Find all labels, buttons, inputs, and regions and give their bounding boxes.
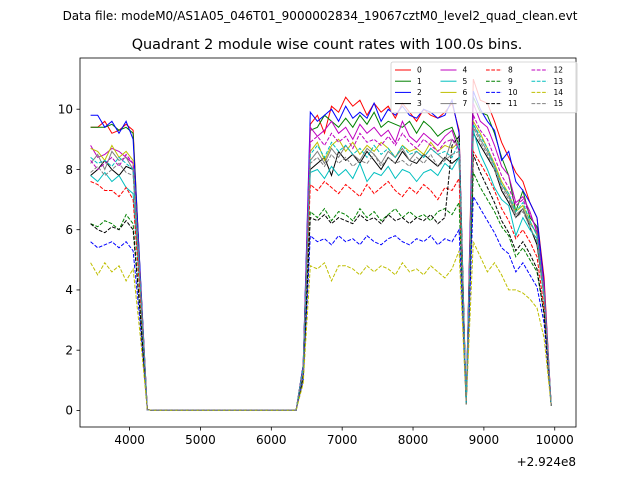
legend-label-11: 11: [508, 99, 518, 108]
series-line-3: [90, 131, 552, 411]
x-tick-label: 5000: [185, 433, 216, 447]
series-line-15: [90, 127, 552, 411]
series-line-12: [90, 114, 552, 411]
x-tick-label: 7000: [327, 433, 358, 447]
y-axis: 0 2 4 6 8 10: [58, 103, 80, 418]
chart-title: Quadrant 2 module wise count rates with …: [132, 37, 523, 53]
legend-label-13: 13: [554, 77, 564, 86]
legend-label-0: 0: [417, 66, 422, 75]
y-tick-label: 0: [65, 404, 73, 418]
x-axis-offset-label: +2.924e8: [517, 455, 576, 469]
series-line-9: [90, 172, 552, 411]
legend-label-12: 12: [554, 66, 564, 75]
legend-label-9: 9: [508, 77, 513, 86]
series-layer: [90, 78, 552, 411]
y-tick-label: 10: [58, 103, 73, 117]
legend-frame: [390, 61, 578, 114]
legend-label-5: 5: [463, 77, 468, 86]
y-tick-label: 2: [65, 343, 73, 357]
legend-label-14: 14: [554, 88, 564, 97]
y-tick-label: 8: [65, 163, 73, 177]
series-line-14: [90, 241, 552, 411]
figure-suptitle: Data file: modeM0/AS1A05_046T01_90000028…: [63, 9, 578, 23]
x-tick-label: 4000: [114, 433, 145, 447]
legend-label-3: 3: [417, 99, 422, 108]
series-line-7: [90, 124, 552, 411]
legend-label-1: 1: [417, 77, 422, 86]
legend-label-15: 15: [554, 99, 564, 108]
legend-label-6: 6: [463, 88, 468, 97]
x-tick-label: 10000: [536, 433, 574, 447]
series-line-10: [90, 194, 552, 411]
axes-frame: [79, 57, 577, 428]
legend-label-8: 8: [508, 66, 513, 75]
series-line-1: [90, 96, 552, 411]
legend-label-7: 7: [463, 99, 468, 108]
x-tick-label: 6000: [256, 433, 287, 447]
series-line-5: [90, 130, 552, 411]
x-tick-label: 9000: [469, 433, 500, 447]
y-tick-label: 6: [65, 223, 73, 237]
legend-label-2: 2: [417, 88, 422, 97]
series-line-13: [90, 122, 552, 411]
legend-label-4: 4: [463, 66, 468, 75]
series-line-0: [90, 78, 552, 411]
y-tick-label: 4: [65, 283, 73, 297]
x-axis: 4000 5000 6000 7000 8000 9000 10000: [114, 427, 574, 447]
x-tick-label: 8000: [398, 433, 429, 447]
series-line-11: [90, 134, 552, 411]
legend-label-10: 10: [508, 88, 518, 97]
